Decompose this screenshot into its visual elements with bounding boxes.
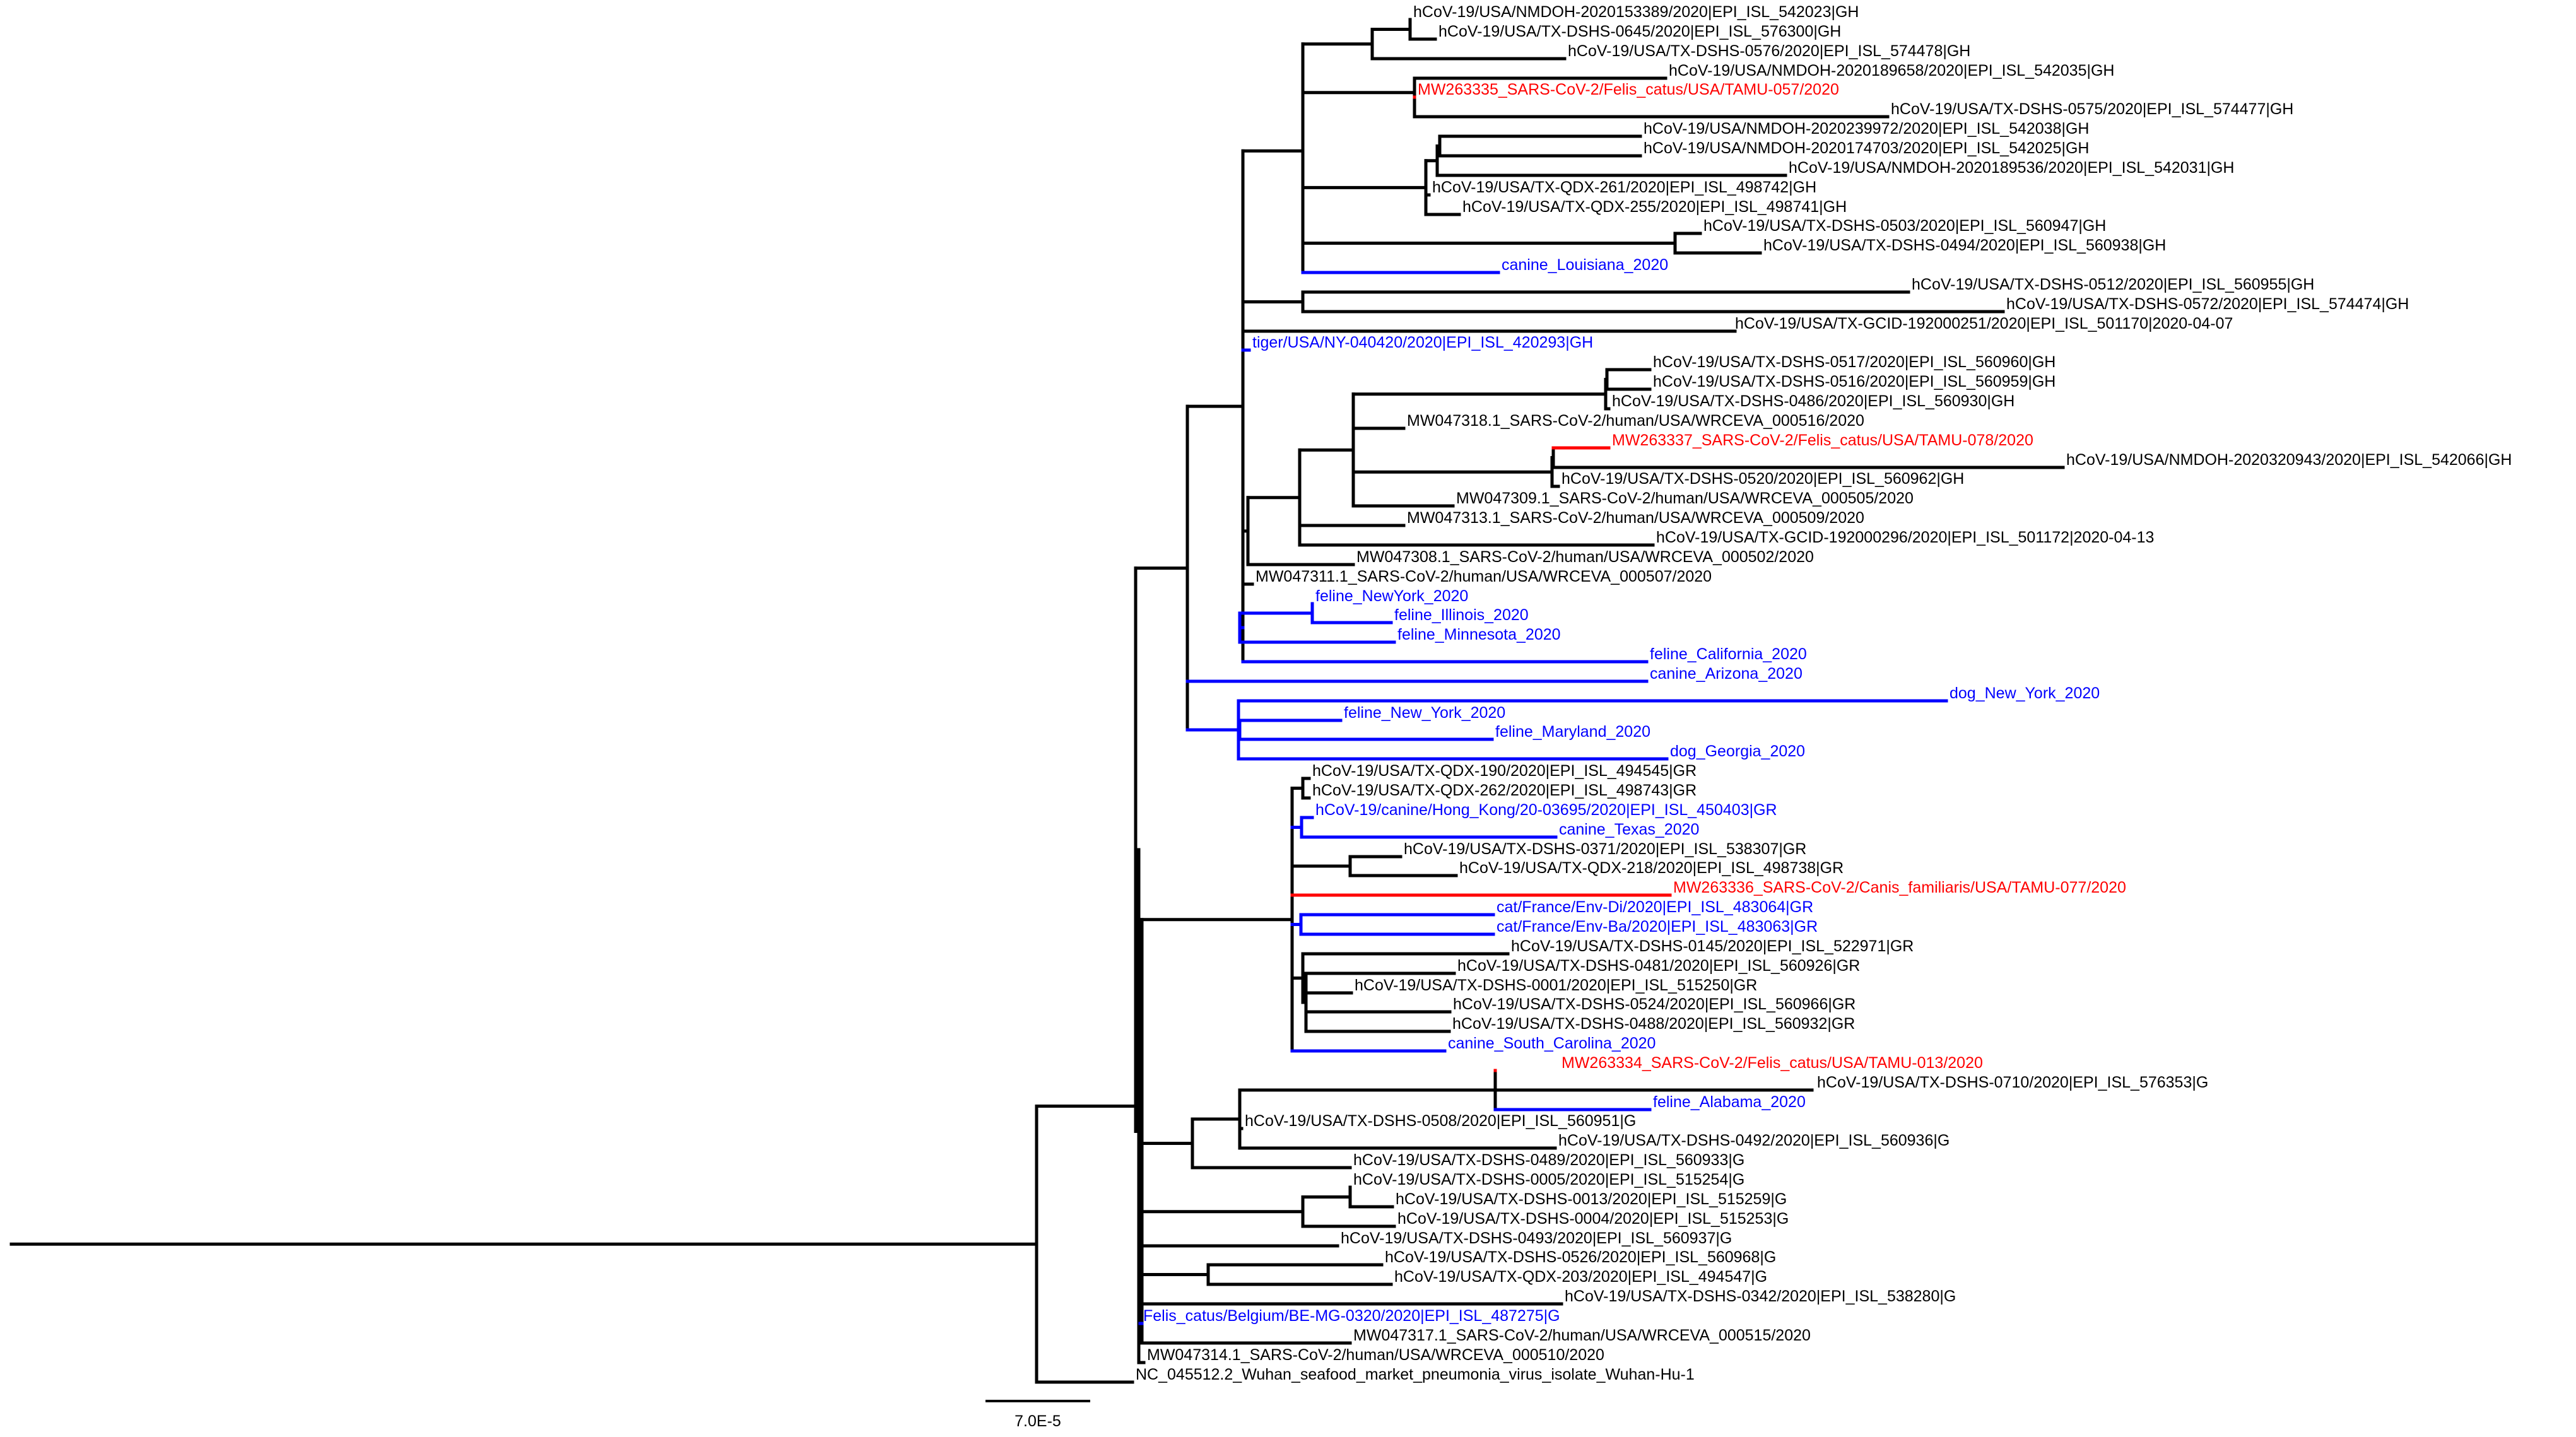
tip-label-l50: hCoV-19/USA/TX-DSHS-0481/2020|EPI_ISL_56… (1457, 957, 1860, 975)
tip-label-l33: feline_Minnesota_2020 (1397, 626, 1561, 643)
tip-label-l59: hCoV-19/USA/TX-DSHS-0492/2020|EPI_ISL_56… (1558, 1132, 1950, 1149)
tip-label-l35: canine_Arizona_2020 (1650, 665, 1803, 683)
scale-bar-label: 7.0E-5 (1015, 1412, 1061, 1430)
tip-label-l60: hCoV-19/USA/TX-DSHS-0489/2020|EPI_ISL_56… (1353, 1151, 1744, 1169)
tip-label-l38: feline_Maryland_2020 (1495, 723, 1650, 741)
tip-label-l65: hCoV-19/USA/TX-DSHS-0526/2020|EPI_ISL_56… (1385, 1248, 1776, 1266)
tip-label-l14: canine_Louisiana_2020 (1502, 256, 1668, 274)
tip-label-l61: hCoV-19/USA/TX-DSHS-0005/2020|EPI_ISL_51… (1353, 1171, 1744, 1188)
tip-label-l58: hCoV-19/USA/TX-DSHS-0508/2020|EPI_ISL_56… (1245, 1112, 1636, 1130)
tip-label-l7: hCoV-19/USA/NMDOH-2020239972/2020|EPI_IS… (1644, 120, 2089, 138)
tip-label-l24: hCoV-19/USA/NMDOH-2020320943/2020|EPI_IS… (2066, 451, 2512, 469)
tip-label-l34: feline_California_2020 (1650, 645, 1807, 663)
tip-label-l9: hCoV-19/USA/NMDOH-2020189536/2020|EPI_IS… (1789, 159, 2234, 177)
tip-label-l48: cat/France/Env-Ba/2020|EPI_ISL_483063|GR (1497, 918, 1818, 936)
tip-label-l8: hCoV-19/USA/NMDOH-2020174703/2020|EPI_IS… (1644, 139, 2089, 157)
tip-label-l43: canine_Texas_2020 (1559, 821, 1699, 838)
tip-label-l29: MW047308.1_SARS-CoV-2/human/USA/WRCEVA_0… (1356, 548, 1814, 566)
tip-label-l21: hCoV-19/USA/TX-DSHS-0486/2020|EPI_ISL_56… (1612, 392, 2014, 410)
tip-label-l63: hCoV-19/USA/TX-DSHS-0004/2020|EPI_ISL_51… (1397, 1210, 1789, 1228)
tip-label-l57: feline_Alabama_2020 (1653, 1093, 1806, 1111)
tip-label-l10: hCoV-19/USA/TX-QDX-261/2020|EPI_ISL_4987… (1432, 179, 1816, 196)
tip-label-l15: hCoV-19/USA/TX-DSHS-0512/2020|EPI_ISL_56… (1912, 276, 2314, 293)
tip-label-l66: hCoV-19/USA/TX-QDX-203/2020|EPI_ISL_4945… (1394, 1268, 1767, 1286)
tip-label-l62: hCoV-19/USA/TX-DSHS-0013/2020|EPI_ISL_51… (1396, 1190, 1787, 1208)
tip-label-l19: hCoV-19/USA/TX-DSHS-0517/2020|EPI_ISL_56… (1653, 353, 2056, 371)
tip-labels: hCoV-19/USA/NMDOH-2020153389/2020|EPI_IS… (1136, 3, 2512, 1383)
tip-label-l26: MW047309.1_SARS-CoV-2/human/USA/WRCEVA_0… (1456, 490, 1914, 507)
tip-label-l55: MW263334_SARS-CoV-2/Felis_catus/USA/TAMU… (1561, 1054, 1983, 1072)
tip-label-l51: hCoV-19/USA/TX-DSHS-0001/2020|EPI_ISL_51… (1355, 977, 1757, 994)
tip-label-l64: hCoV-19/USA/TX-DSHS-0493/2020|EPI_ISL_56… (1341, 1229, 1732, 1247)
tip-label-l3: hCoV-19/USA/TX-DSHS-0576/2020|EPI_ISL_57… (1568, 42, 1970, 60)
tip-label-l22: MW047318.1_SARS-CoV-2/human/USA/WRCEVA_0… (1407, 412, 1864, 430)
tip-label-l49: hCoV-19/USA/TX-DSHS-0145/2020|EPI_ISL_52… (1511, 937, 1914, 955)
tip-label-l37: feline_New_York_2020 (1344, 704, 1505, 722)
tip-label-l52: hCoV-19/USA/TX-DSHS-0524/2020|EPI_ISL_56… (1453, 995, 1856, 1013)
tip-label-l68: Felis_catus/Belgium/BE-MG-0320/2020|EPI_… (1143, 1307, 1560, 1325)
tip-label-l2: hCoV-19/USA/TX-DSHS-0645/2020|EPI_ISL_57… (1438, 23, 1841, 40)
tip-label-l17: hCoV-19/USA/TX-GCID-192000251/2020|EPI_I… (1735, 315, 2233, 332)
tip-label-l5: MW263335_SARS-CoV-2/Felis_catus/USA/TAMU… (1418, 81, 1839, 98)
tip-label-l71: NC_045512.2_Wuhan_seafood_market_pneumon… (1136, 1366, 1695, 1383)
tip-label-l13: hCoV-19/USA/TX-DSHS-0494/2020|EPI_ISL_56… (1763, 237, 2166, 254)
tip-label-l30: MW047311.1_SARS-CoV-2/human/USA/WRCEVA_0… (1256, 568, 1712, 585)
tree-branches (9, 18, 2065, 1384)
tip-label-l31: feline_NewYork_2020 (1315, 587, 1468, 605)
tip-label-l12: hCoV-19/USA/TX-DSHS-0503/2020|EPI_ISL_56… (1703, 217, 2106, 235)
tip-label-l27: MW047313.1_SARS-CoV-2/human/USA/WRCEVA_0… (1407, 509, 1864, 527)
tip-label-l32: feline_Illinois_2020 (1394, 606, 1529, 624)
tip-label-l53: hCoV-19/USA/TX-DSHS-0488/2020|EPI_ISL_56… (1452, 1015, 1855, 1033)
tip-label-l40: hCoV-19/USA/TX-QDX-190/2020|EPI_ISL_4945… (1312, 762, 1697, 780)
tip-label-l36: dog_New_York_2020 (1950, 684, 2100, 702)
tip-label-l6: hCoV-19/USA/TX-DSHS-0575/2020|EPI_ISL_57… (1891, 100, 2293, 118)
tip-label-l46: MW263336_SARS-CoV-2/Canis_familiaris/USA… (1673, 879, 2126, 896)
tip-label-l69: MW047317.1_SARS-CoV-2/human/USA/WRCEVA_0… (1353, 1327, 1811, 1344)
tip-label-l56: hCoV-19/USA/TX-DSHS-0710/2020|EPI_ISL_57… (1817, 1074, 2208, 1091)
tip-label-l54: canine_South_Carolina_2020 (1448, 1035, 1656, 1052)
tip-label-l16: hCoV-19/USA/TX-DSHS-0572/2020|EPI_ISL_57… (2006, 295, 2409, 313)
tip-label-l28: hCoV-19/USA/TX-GCID-192000296/2020|EPI_I… (1656, 529, 2154, 546)
tip-label-l70: MW047314.1_SARS-CoV-2/human/USA/WRCEVA_0… (1147, 1346, 1604, 1364)
tip-label-l39: dog_Georgia_2020 (1670, 742, 1805, 760)
tip-label-l20: hCoV-19/USA/TX-DSHS-0516/2020|EPI_ISL_56… (1653, 373, 2056, 390)
tip-label-l1: hCoV-19/USA/NMDOH-2020153389/2020|EPI_IS… (1413, 3, 1859, 21)
scale-bar: 7.0E-5 (985, 1400, 1090, 1430)
tip-label-l45: hCoV-19/USA/TX-QDX-218/2020|EPI_ISL_4987… (1459, 859, 1844, 877)
tip-label-l18: tiger/USA/NY-040420/2020|EPI_ISL_420293|… (1252, 334, 1593, 351)
tip-label-l4: hCoV-19/USA/NMDOH-2020189658/2020|EPI_IS… (1669, 62, 2114, 79)
tip-label-l11: hCoV-19/USA/TX-QDX-255/2020|EPI_ISL_4987… (1462, 198, 1847, 216)
tip-label-l47: cat/France/Env-Di/2020|EPI_ISL_483064|GR (1497, 898, 1813, 916)
tip-label-l41: hCoV-19/USA/TX-QDX-262/2020|EPI_ISL_4987… (1312, 782, 1697, 799)
tip-label-l44: hCoV-19/USA/TX-DSHS-0371/2020|EPI_ISL_53… (1404, 840, 1806, 858)
tip-label-l25: hCoV-19/USA/TX-DSHS-0520/2020|EPI_ISL_56… (1561, 470, 1964, 488)
tip-label-l67: hCoV-19/USA/TX-DSHS-0342/2020|EPI_ISL_53… (1565, 1287, 1956, 1305)
tip-label-l42: hCoV-19/canine/Hong_Kong/20-03695/2020|E… (1315, 801, 1777, 819)
tip-label-l23: MW263337_SARS-CoV-2/Felis_catus/USA/TAMU… (1612, 431, 2033, 449)
